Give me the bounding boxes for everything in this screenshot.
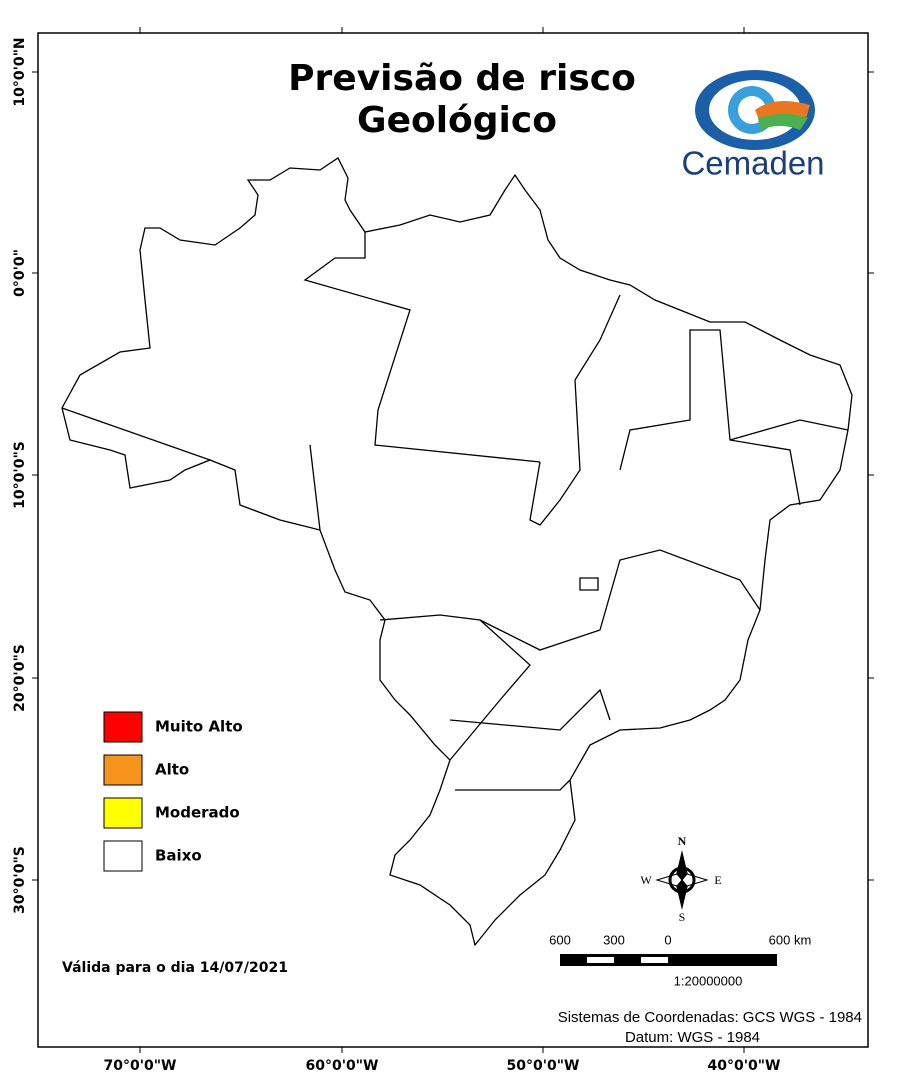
compass-label: W xyxy=(640,873,652,887)
brazil-map xyxy=(61,157,853,947)
legend-label: Moderado xyxy=(155,804,240,822)
credits: Datum: WGS - 1984 xyxy=(625,1029,760,1046)
legend-swatch xyxy=(103,840,143,872)
latitude-label: 10°0'0"S xyxy=(12,441,28,509)
latitude-label: 0°0'0" xyxy=(12,249,28,297)
latitude-label: 10°0'0"N xyxy=(12,37,28,106)
title: Geológico xyxy=(357,100,557,141)
compass-label: S xyxy=(679,910,686,924)
longitude-label: 60°0'0"W xyxy=(306,1058,379,1074)
longitude-label: 40°0'0"W xyxy=(708,1058,781,1074)
latitude-label: 20°0'0"S xyxy=(12,644,28,712)
validity-date: Válida para o dia 14/07/2021 xyxy=(62,960,288,976)
logo: Cemaden xyxy=(681,70,825,182)
logo-text: Cemaden xyxy=(681,145,824,182)
legend: Muito Alto Alto Moderado Baixo xyxy=(103,711,243,872)
longitude-label: 70°0'0"W xyxy=(104,1058,177,1074)
scale-ratio: 1:20000000 xyxy=(674,973,743,988)
graticule-ticks: 10°0'0"N 0°0'0" 10°0'0"S 20°0'0"S 30°0'0"S 70… xyxy=(12,27,874,1074)
legend-swatch xyxy=(103,754,143,786)
legend-swatch xyxy=(103,797,143,829)
longitude-label: 50°0'0"W xyxy=(507,1058,580,1074)
title: Previsão de risco xyxy=(288,58,636,99)
latitude-label: 30°0'0"S xyxy=(12,846,28,914)
legend-swatch xyxy=(103,711,143,743)
scale-label: 600 xyxy=(549,932,571,947)
legend-label: Baixo xyxy=(155,847,202,865)
compass: N S E W xyxy=(640,834,721,924)
scale-label: 600 km xyxy=(769,932,812,947)
compass-label: N xyxy=(678,834,687,848)
compass-label: E xyxy=(714,873,721,887)
scale-bar: 1:20000000 600 300 0 600 km xyxy=(549,932,811,988)
scale-label: 0 xyxy=(664,932,671,947)
scale-label: 300 xyxy=(603,932,625,947)
legend-label: Alto xyxy=(155,761,189,779)
legend-label: Muito Alto xyxy=(155,718,243,736)
credits: Sistemas de Coordenadas: GCS WGS - 1984 xyxy=(558,1009,862,1026)
